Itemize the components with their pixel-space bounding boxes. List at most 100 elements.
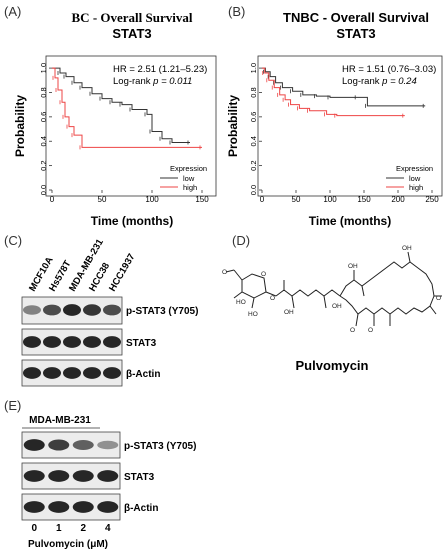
y-tick-label: 0.8 bbox=[249, 87, 258, 97]
y-tick-label: 0.4 bbox=[39, 136, 48, 146]
svg-text:O: O bbox=[368, 327, 373, 334]
blot-e-band bbox=[72, 501, 94, 513]
y-tick-label: 1.0 bbox=[39, 63, 48, 73]
svg-text:OH: OH bbox=[348, 263, 358, 270]
blot-e-band bbox=[97, 440, 119, 450]
blot-e-band bbox=[48, 439, 70, 451]
blot-c-band bbox=[103, 367, 121, 379]
blot-e-xlabel: Pulvomycin (μM) bbox=[28, 539, 108, 550]
panel-label-c: (C) bbox=[4, 233, 23, 248]
x-tick-label: 0 bbox=[50, 195, 55, 204]
blot-c-band bbox=[63, 367, 81, 379]
blot-e-label-pstat3: p-STAT3 (Y705) bbox=[124, 441, 196, 452]
x-tick-label: 150 bbox=[357, 195, 371, 204]
blot-c-label-pstat3: p-STAT3 (Y705) bbox=[126, 306, 198, 317]
km-curve-low bbox=[52, 67, 190, 143]
svg-text:O: O bbox=[261, 271, 266, 278]
x-tick-label: 50 bbox=[292, 195, 301, 204]
km-b-legend-low: low bbox=[409, 174, 421, 183]
x-tick-label: 100 bbox=[145, 195, 159, 204]
km-curve-high bbox=[262, 67, 405, 117]
panel-label-b: (B) bbox=[228, 4, 246, 19]
svg-text:O: O bbox=[436, 295, 441, 302]
km-b-title-2: STAT3 bbox=[336, 26, 375, 41]
blot-e-band bbox=[72, 470, 94, 482]
blot-e-dose-label: 4 bbox=[105, 523, 111, 534]
km-a-legend-high: high bbox=[183, 183, 197, 192]
blot-e-band bbox=[23, 439, 45, 451]
y-tick-label: 0.6 bbox=[249, 112, 258, 122]
panel-label-e: (E) bbox=[4, 398, 22, 413]
km-a-legend-title: Expression bbox=[170, 164, 207, 173]
x-tick-label: 150 bbox=[195, 195, 209, 204]
svg-text:HO: HO bbox=[248, 311, 258, 318]
y-tick-label: 0.2 bbox=[249, 160, 258, 170]
km-b-logrank: Log-rank p = 0.24 bbox=[342, 76, 417, 87]
y-tick-label: 0.0 bbox=[39, 185, 48, 195]
blot-e-band bbox=[23, 501, 45, 513]
km-curve-high bbox=[52, 67, 202, 148]
x-tick-label: 100 bbox=[323, 195, 337, 204]
y-tick-label: 0.8 bbox=[39, 87, 48, 97]
western-blot-e: MDA-MB-231 p-STAT3 (Y705) STAT3 β-Actin … bbox=[21, 415, 196, 550]
blot-c-band bbox=[43, 304, 61, 316]
km-b-frame bbox=[257, 55, 443, 197]
blot-e-band bbox=[97, 501, 119, 513]
km-a-logrank: Log-rank p = 0.011 bbox=[113, 76, 192, 87]
km-b-legend-title: Expression bbox=[396, 164, 433, 173]
x-tick-label: 50 bbox=[98, 195, 107, 204]
blot-c-band bbox=[23, 336, 41, 348]
y-tick-label: 0.6 bbox=[39, 112, 48, 122]
x-tick-label: 250 bbox=[425, 195, 439, 204]
km-a-legend-low: low bbox=[183, 174, 195, 183]
svg-text:OH: OH bbox=[402, 245, 412, 252]
km-a-ylabel: Probability bbox=[13, 95, 27, 157]
km-b-title-1: TNBC - Overall Survival bbox=[283, 10, 429, 25]
blot-e-band bbox=[23, 470, 45, 482]
svg-text:OH: OH bbox=[332, 303, 342, 310]
svg-text:O: O bbox=[222, 269, 227, 276]
blot-c-band bbox=[43, 367, 61, 379]
blot-c-label-stat3: STAT3 bbox=[126, 338, 157, 349]
blot-c-band bbox=[83, 367, 101, 379]
blot-c-lane-label: HCC1937 bbox=[107, 252, 137, 294]
pulvomycin-structure-drawing bbox=[225, 251, 442, 327]
blot-e-band bbox=[97, 470, 119, 482]
blot-e-label-stat3: STAT3 bbox=[124, 472, 155, 483]
blot-c-band bbox=[63, 336, 81, 348]
x-tick-label: 200 bbox=[391, 195, 405, 204]
blot-c-band bbox=[23, 367, 41, 379]
svg-text:HO: HO bbox=[236, 299, 246, 306]
km-a-xlabel: Time (months) bbox=[91, 214, 173, 228]
y-tick-label: 0.2 bbox=[39, 160, 48, 170]
panel-label-a: (A) bbox=[4, 4, 22, 19]
y-tick-label: 0.4 bbox=[249, 136, 258, 146]
blot-e-band bbox=[48, 501, 70, 513]
km-plot-a: BC - Overall Survival STAT3 0.0 0.2 0.4 0.6… bbox=[13, 10, 217, 228]
km-a-frame bbox=[45, 55, 217, 197]
panel-label-d: (D) bbox=[232, 233, 251, 248]
blot-e-dose-label: 2 bbox=[80, 523, 86, 534]
blot-c-band bbox=[43, 336, 61, 348]
km-b-hr: HR = 1.51 (0.76–3.03) bbox=[342, 64, 436, 75]
blot-c-band bbox=[83, 304, 101, 316]
blot-c-label-actin: β-Actin bbox=[126, 369, 160, 380]
km-a-logrank-p: p = 0.011 bbox=[152, 76, 192, 87]
blot-c-band bbox=[63, 304, 81, 316]
y-tick-label: 1.0 bbox=[249, 63, 258, 73]
blot-e-dose-label: 0 bbox=[31, 523, 37, 534]
blot-c-band bbox=[103, 304, 121, 316]
km-b-xlabel: Time (months) bbox=[309, 214, 391, 228]
x-tick-label: 0 bbox=[260, 195, 265, 204]
blot-e-cell-line: MDA-MB-231 bbox=[29, 415, 91, 426]
y-tick-label: 0.0 bbox=[249, 185, 258, 195]
km-b-legend-high: high bbox=[409, 183, 423, 192]
km-a-logrank-prefix: Log-rank bbox=[113, 76, 153, 87]
km-a-hr: HR = 2.51 (1.21–5.23) bbox=[113, 64, 207, 75]
blot-c-band bbox=[103, 336, 121, 348]
km-curve-low bbox=[262, 67, 426, 107]
blot-e-band bbox=[48, 470, 70, 482]
km-b-ylabel: Probability bbox=[226, 95, 240, 157]
